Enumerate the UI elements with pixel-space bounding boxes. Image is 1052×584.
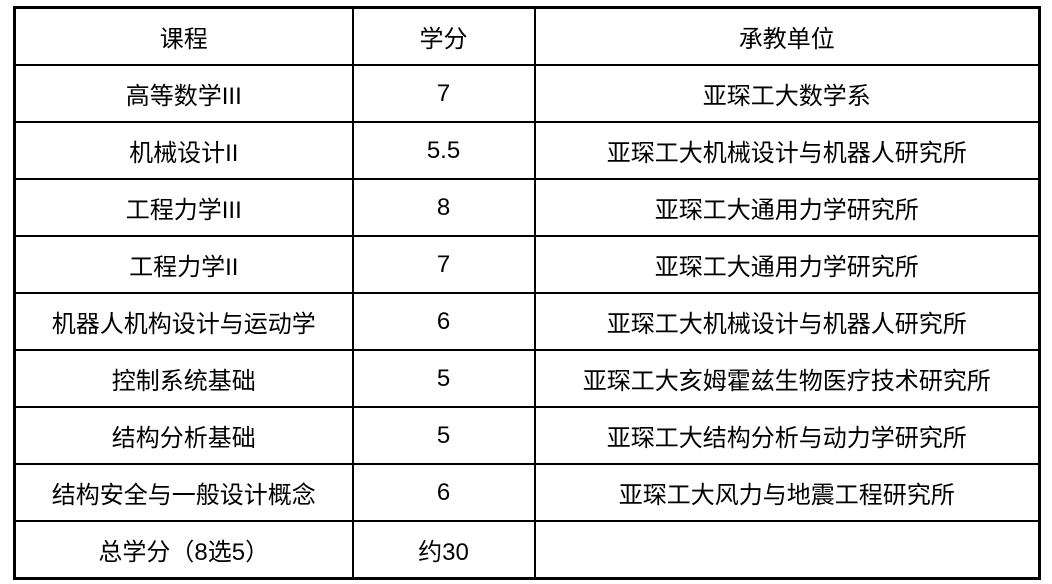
course-cell: 结构安全与一般设计概念	[13, 463, 354, 522]
column-header-unit: 承教单位	[533, 6, 1041, 66]
unit-cell: 亚琛工大通用力学研究所	[533, 235, 1041, 294]
credits-cell: 6	[351, 463, 536, 522]
credits-cell: 8	[351, 178, 536, 237]
table-row: 高等数学III 7 亚琛工大数学系	[13, 64, 1041, 123]
unit-cell: 亚琛工大机械设计与机器人研究所	[533, 121, 1041, 180]
table-row: 总学分（8选5） 约30	[13, 520, 1041, 580]
unit-cell: 亚琛工大机械设计与机器人研究所	[533, 292, 1041, 351]
course-cell: 结构分析基础	[13, 406, 354, 465]
unit-cell: 亚琛工大数学系	[533, 64, 1041, 123]
course-cell: 高等数学III	[13, 64, 354, 123]
unit-cell: 亚琛工大亥姆霍兹生物医疗技术研究所	[533, 349, 1041, 408]
course-cell: 控制系统基础	[13, 349, 354, 408]
table-body: 高等数学III 7 亚琛工大数学系 机械设计II 5.5 亚琛工大机械设计与机器人研究所工…	[13, 64, 1041, 580]
column-header-credits: 学分	[351, 6, 536, 66]
table-row: 结构分析基础 5 亚琛工大结构分析与动力学研究所	[13, 406, 1041, 465]
credits-cell: 6	[351, 292, 536, 351]
column-header-course: 课程	[13, 6, 354, 66]
credits-cell: 7	[351, 235, 536, 294]
course-cell: 机械设计II	[13, 121, 354, 180]
unit-cell	[533, 520, 1041, 580]
course-cell: 总学分（8选5）	[13, 520, 354, 580]
credits-cell: 7	[351, 64, 536, 123]
table-row: 工程力学III 8 亚琛工大通用力学研究所	[13, 178, 1041, 237]
unit-cell: 亚琛工大结构分析与动力学研究所	[533, 406, 1041, 465]
credits-cell: 5.5	[351, 121, 536, 180]
credits-cell: 5	[351, 406, 536, 465]
table-row: 工程力学II 7 亚琛工大通用力学研究所	[13, 235, 1041, 294]
table-header-row: 课程 学分 承教单位	[13, 6, 1041, 66]
course-credits-table: 课程 学分 承教单位 高等数学III 7 亚琛工大数学系 机械设计II 5.5 亚琛工大机…	[13, 6, 1041, 580]
course-cell: 机器人机构设计与运动学	[13, 292, 354, 351]
table-row: 控制系统基础 5 亚琛工大亥姆霍兹生物医疗技术研究所	[13, 349, 1041, 408]
table-row: 结构安全与一般设计概念 6 亚琛工大风力与地震工程研究所	[13, 463, 1041, 522]
credits-cell: 5	[351, 349, 536, 408]
course-cell: 工程力学II	[13, 235, 354, 294]
table-row: 机器人机构设计与运动学 6 亚琛工大机械设计与机器人研究所	[13, 292, 1041, 351]
unit-cell: 亚琛工大风力与地震工程研究所	[533, 463, 1041, 522]
unit-cell: 亚琛工大通用力学研究所	[533, 178, 1041, 237]
table-row: 机械设计II 5.5 亚琛工大机械设计与机器人研究所	[13, 121, 1041, 180]
course-cell: 工程力学III	[13, 178, 354, 237]
credits-cell: 约30	[351, 520, 536, 580]
